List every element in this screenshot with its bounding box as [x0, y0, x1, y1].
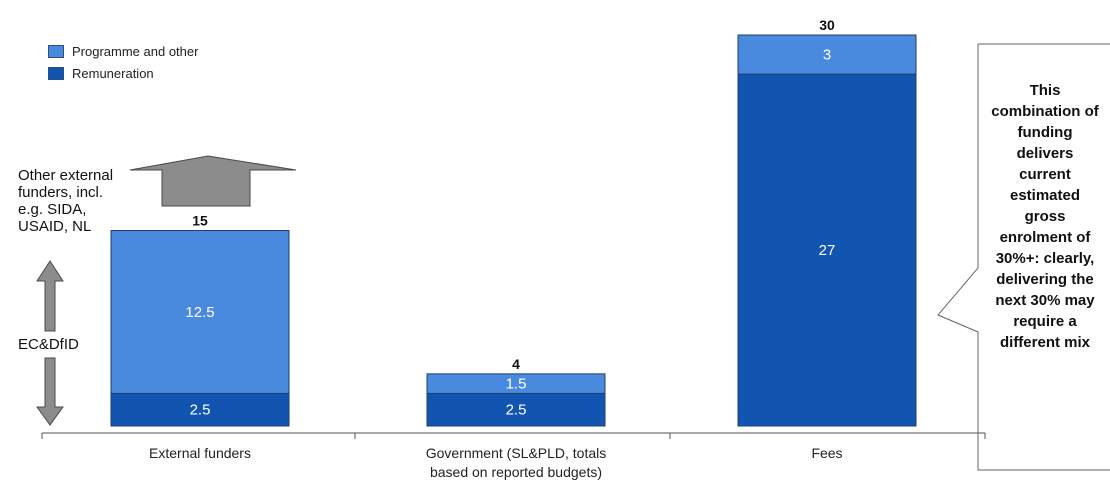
legend-label-programme: Programme and other: [72, 43, 199, 59]
callout-line: gross: [1024, 208, 1066, 225]
callout-box: [937, 43, 1110, 471]
category-label: External funders: [149, 445, 251, 461]
legend-item-remuneration: Remuneration: [48, 62, 198, 84]
legend-item-programme: Programme and other: [48, 40, 198, 62]
callout-line: This: [1029, 82, 1061, 99]
category-label: Fees: [811, 445, 842, 461]
annotation-line: e.g. SIDA,: [18, 201, 87, 218]
annotation-line: funders, incl.: [18, 184, 104, 201]
category-labels: External funders Government (SL&PLD, tota…: [149, 445, 843, 480]
callout-line: funding: [1017, 124, 1073, 141]
callout-line: delivers: [1016, 145, 1074, 162]
bar-value-label: 3: [823, 47, 831, 64]
callout-text: This combination of funding delivers cur…: [980, 80, 1110, 353]
callout-line: different mix: [999, 334, 1090, 351]
category-label: based on reported budgets): [430, 464, 602, 480]
bar-total-label: 4: [512, 356, 520, 372]
annotation-line: USAID, NL: [18, 218, 92, 235]
legend-label-remuneration: Remuneration: [72, 65, 154, 81]
double-arrow-up-icon: [36, 260, 64, 332]
bar-total-label: 15: [192, 213, 208, 229]
bar-value-label: 27: [819, 242, 836, 259]
bar-value-label: 12.5: [185, 304, 214, 321]
callout-line: enrolment of: [999, 229, 1091, 246]
bars: [110, 34, 917, 427]
callout-line: delivering the: [996, 271, 1094, 288]
legend-swatch-programme: [48, 44, 64, 58]
double-arrow-down-icon: [36, 357, 64, 426]
x-axis: [41, 432, 986, 439]
ec-dfid-annotation: EC&DfID: [18, 336, 79, 353]
bar-segment-programme: [110, 230, 290, 394]
callout-line: require a: [1013, 313, 1077, 330]
callout-line: current: [1019, 166, 1071, 183]
bar-value-label: 2.5: [190, 402, 211, 419]
legend: Programme and other Remuneration: [48, 40, 198, 84]
callout-line: next 30% may: [995, 292, 1095, 309]
bar-total-label: 30: [819, 17, 835, 33]
bar-value-label: 1.5: [506, 376, 527, 393]
bar-segment-remuneration: [737, 73, 917, 427]
callout-line: 30%+: clearly,: [995, 250, 1095, 267]
callout-line: combination of: [991, 103, 1099, 120]
data-labels: 2.5 12.5 15 2.5 1.5 4 27 3 30: [185, 17, 835, 419]
other-funders-annotation: Other external funders, incl. e.g. SIDA,…: [18, 167, 113, 235]
bar-value-label: 2.5: [506, 402, 527, 419]
legend-swatch-remuneration: [48, 66, 64, 80]
bar-segment-programme: [737, 34, 917, 75]
up-arrow-icon: [129, 155, 297, 207]
bar-segment-remuneration: [110, 392, 290, 427]
callout-line: estimated: [1009, 187, 1081, 204]
bar-segment-programme: [426, 373, 606, 394]
annotation-line: Other external: [18, 167, 114, 184]
category-label: Government (SL&PLD, totals: [426, 445, 607, 461]
